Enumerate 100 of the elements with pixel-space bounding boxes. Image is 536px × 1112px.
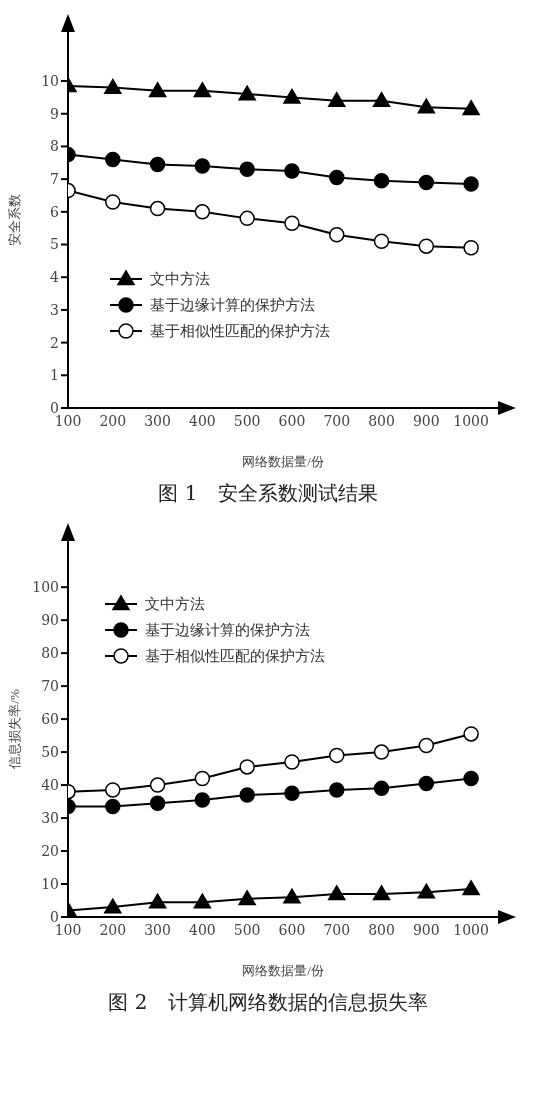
point [194,770,211,787]
point [463,726,479,742]
point [417,883,436,899]
x-tick-label: 200 [99,412,127,429]
point [418,174,435,191]
y-tick-label: 9 [50,105,59,122]
point [105,151,121,168]
point [105,798,121,815]
point [194,204,211,220]
y-tick-label: 10 [41,875,59,892]
point [418,238,435,254]
point [329,169,345,186]
point [284,215,300,232]
x-axis-title: 网络数据量/份 [242,454,324,469]
x-tick-label: 800 [368,921,395,938]
point [283,88,301,104]
y-tick-label: 80 [41,645,59,662]
legend-label: 基于相似性匹配的保护方法 [150,321,330,341]
point [328,91,346,108]
y-tick-label: 10 [41,73,59,90]
point [193,82,212,98]
point [149,200,166,217]
point [193,893,212,909]
point [329,226,345,243]
point [239,759,255,775]
legend-label: 基于相似性匹配的保护方法 [145,646,325,666]
y-tick-label: 0 [50,399,59,416]
x-tick-label: 800 [368,412,395,429]
point [284,163,300,179]
y-tick-label: 1 [50,367,59,384]
x-tick-label: 700 [323,412,351,429]
point [462,100,480,116]
point [372,885,391,901]
legend-label: 文中方法 [145,594,205,614]
point [194,158,211,174]
point [417,98,436,114]
x-tick-label: 900 [412,921,440,938]
point [462,880,480,896]
point [194,792,211,808]
y-axis-title: 信息损失率/% [6,689,22,769]
y-axis-title: 安全系数 [6,194,22,246]
point [418,775,435,792]
y-tick-label: 6 [50,203,60,220]
point [284,754,300,770]
point [372,91,391,108]
x-tick-label: 1000 [453,921,489,938]
point [104,898,122,914]
point [149,156,166,173]
text: 图 1 安全系数测试结果 [157,480,379,507]
y-tick-label: 3 [50,301,59,318]
point [329,747,345,764]
point [105,782,121,798]
y-tick-label: 20 [41,843,59,860]
x-tick-label: 300 [144,921,171,938]
text: 图 2 计算机网络数据的信息损失率 [107,989,429,1016]
point [284,785,300,802]
y-tick-label: 60 [41,711,59,728]
legend-label: 基于边缘计算的保护方法 [150,295,315,315]
y-tick-label: 0 [50,908,59,925]
point [329,782,345,798]
x-axis-title: 网络数据量/份 [242,963,324,978]
x-tick-label: 600 [278,412,306,429]
y-tick-label: 100 [32,579,59,596]
point [104,78,122,94]
x-tick-label: 200 [99,921,127,938]
point [463,176,479,192]
y-tick-label: 50 [41,744,59,761]
point [148,893,167,909]
y-tick-label: 90 [41,612,59,629]
y-tick-label: 8 [50,138,59,155]
y-tick-label: 7 [50,171,59,188]
x-tick-label: 300 [144,412,171,429]
y-tick-label: 4 [50,269,60,286]
point [373,780,390,797]
point [105,194,121,210]
point [238,85,256,101]
point [373,744,390,760]
point [149,777,166,793]
point [418,737,435,754]
point [148,82,167,98]
y-tick-label: 30 [41,810,59,827]
point [239,210,255,227]
x-tick-label: 400 [189,921,216,938]
x-tick-label: 500 [233,412,261,429]
x-tick-label: 700 [323,921,351,938]
x-tick-label: 400 [189,412,216,429]
x-tick-label: 900 [412,412,440,429]
y-tick-label: 40 [41,777,59,794]
y-tick-label: 5 [50,236,59,253]
point [239,161,255,178]
point [463,770,479,787]
point [238,890,256,906]
point [373,173,390,189]
point [283,888,301,904]
legend-label: 基于边缘计算的保护方法 [145,620,310,640]
x-tick-label: 600 [278,921,306,938]
x-tick-label: 1000 [453,412,489,429]
y-tick-label: 2 [50,334,59,351]
legend-label: 文中方法 [150,269,210,289]
point [328,885,346,901]
